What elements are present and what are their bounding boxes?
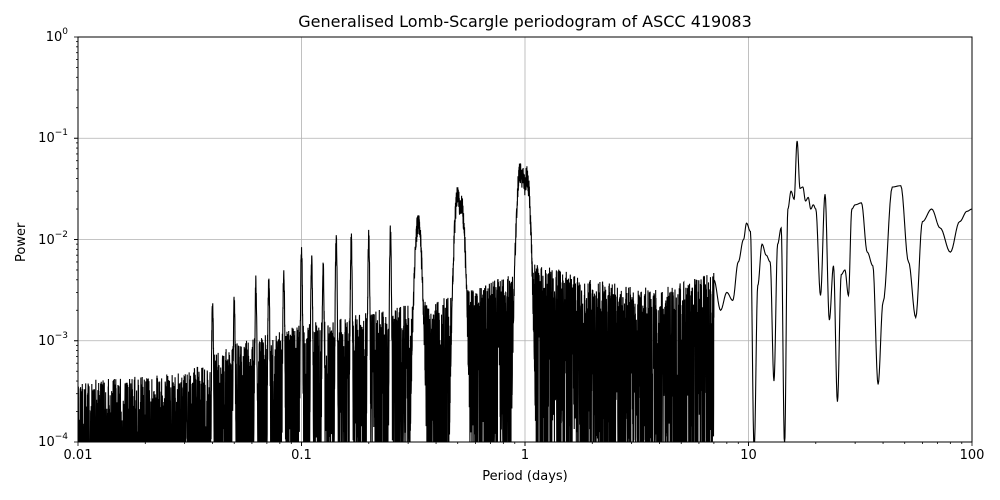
x-tick-label: 1	[520, 448, 530, 463]
x-axis-label: Period (days)	[482, 469, 568, 484]
y-tick-label: 10−3	[38, 330, 68, 349]
x-tick-label: 0.1	[291, 448, 312, 463]
periodogram-line	[78, 140, 972, 442]
y-tick-label: 10−2	[38, 229, 68, 248]
y-tick-label: 10−4	[38, 431, 68, 451]
periodogram-series	[78, 140, 972, 442]
chart-title: Generalised Lomb-Scargle periodogram of …	[298, 12, 752, 31]
x-tick-label: 100	[959, 448, 985, 463]
grid-lines	[78, 37, 972, 442]
y-tick-label: 100	[45, 26, 68, 46]
y-axis-label: Power	[14, 222, 29, 262]
x-tick-label: 0.01	[63, 448, 93, 463]
y-tick-label: 10−1	[38, 128, 68, 147]
x-tick-label: 10	[740, 448, 757, 463]
axis-ticks	[74, 36, 973, 446]
